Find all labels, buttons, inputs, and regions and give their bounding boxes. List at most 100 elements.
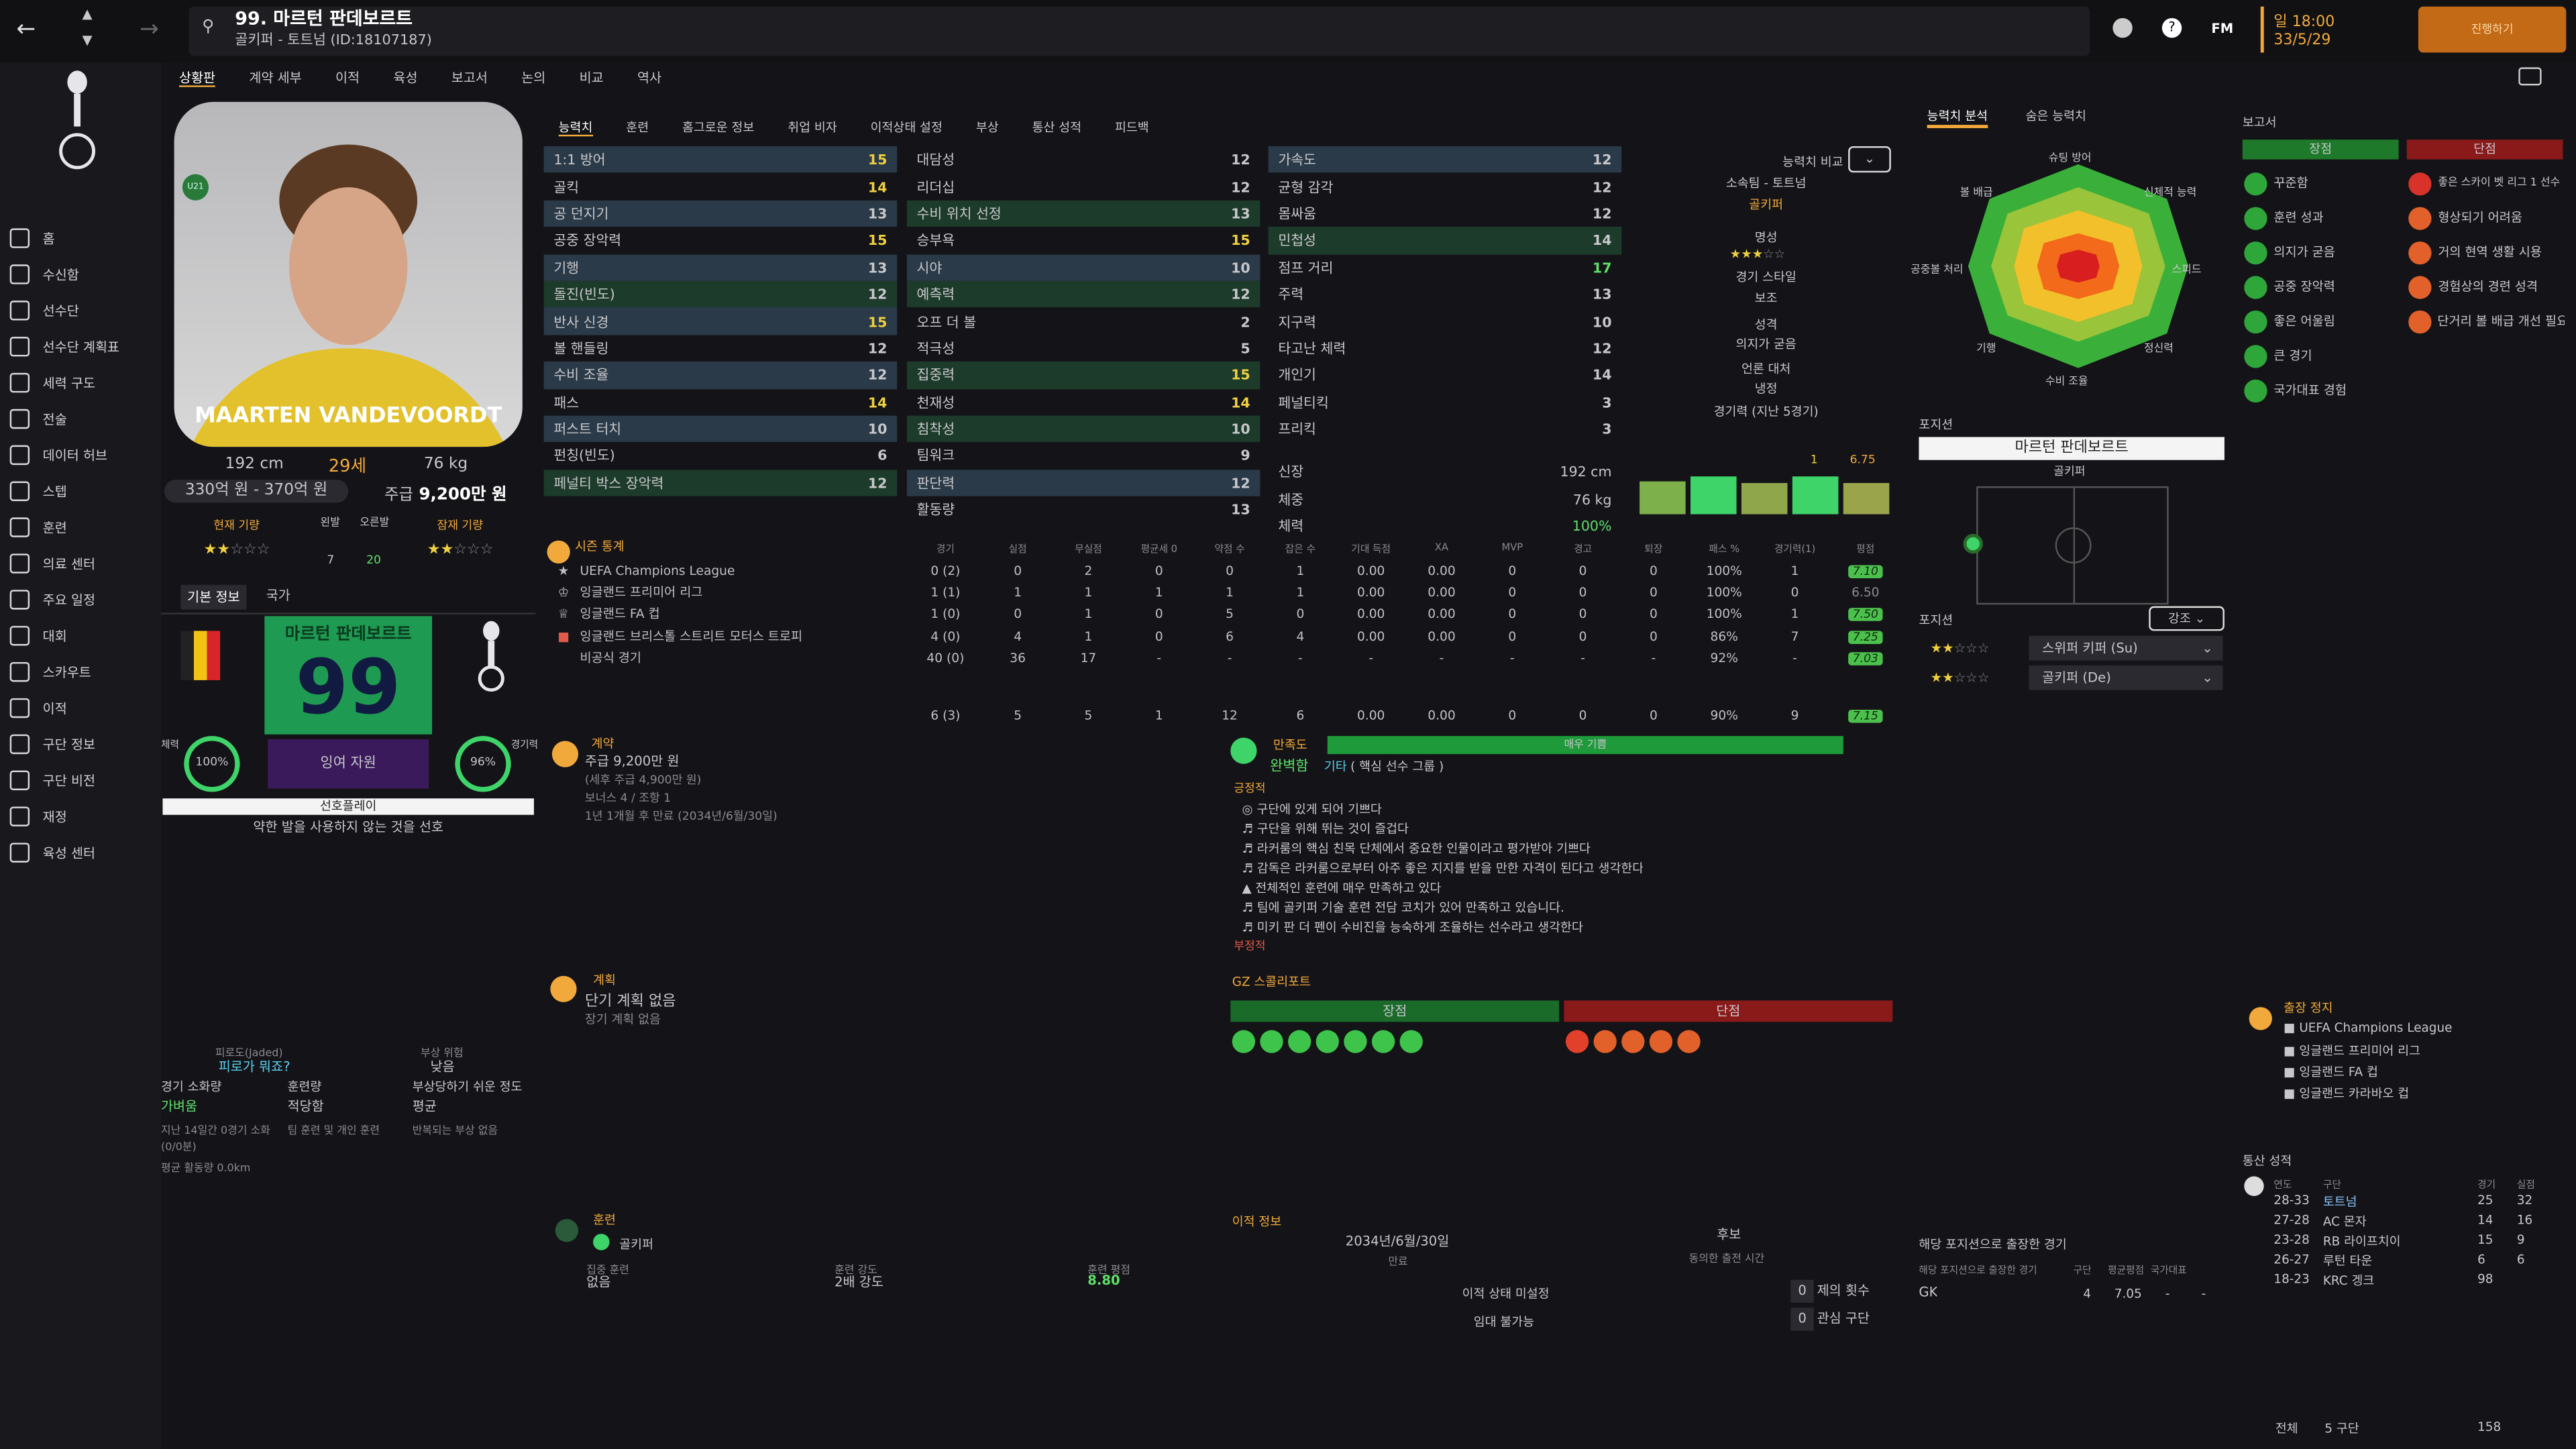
nav-training[interactable]: 훈련 (0, 509, 161, 545)
flame-icon[interactable] (1649, 1030, 1673, 1053)
con-item[interactable]: 좋은 스카이 벳 리그 1 선수 (2408, 166, 2565, 200)
tab-career[interactable]: 통산 성적 (1032, 119, 1082, 135)
help-icon[interactable]: ? (2161, 17, 2182, 38)
nav-dynamics[interactable]: 세력 구도 (0, 365, 161, 401)
determination-icon[interactable] (1288, 1030, 1311, 1053)
pro-item[interactable]: 의지가 굳음 (2244, 235, 2400, 269)
tab-hidden-attributes[interactable]: 숨은 능력치 (2025, 108, 2086, 123)
pro-item[interactable]: 훈련 성과 (2244, 201, 2400, 235)
subtab-transfer[interactable]: 이적 (335, 70, 360, 86)
skull-icon[interactable] (2112, 17, 2133, 38)
big-match-icon[interactable] (1371, 1030, 1395, 1053)
continue-button[interactable]: 진행하기 (2418, 6, 2567, 53)
view-toggle-icon[interactable] (2518, 67, 2542, 86)
suspension-item: ■ 잉글랜드 프리미어 리그 (2284, 1043, 2421, 1059)
emphasis-button[interactable]: 강조 ⌄ (2149, 606, 2224, 631)
role-1-select[interactable]: 스위퍼 키퍼 (Su) ⌄ (2029, 635, 2223, 661)
season-row[interactable]: 비공식 경기 40 (0) 36 17- - - - - - - -92% -7.03 (547, 647, 1898, 669)
training-icon[interactable] (1260, 1030, 1283, 1053)
aerial-icon[interactable] (1316, 1030, 1339, 1053)
nav-inbox[interactable]: 수신함 (0, 256, 161, 292)
season-row[interactable]: ■ 잉글랜드 브리스톨 스트리트 모터스 트로피 4 (0) 4 1 0 6 4 0.00 0.0… (547, 625, 1898, 647)
consistency-icon[interactable] (1232, 1030, 1256, 1053)
con-item[interactable]: 거의 현역 생활 시용 (2408, 235, 2565, 269)
tab-attributes[interactable]: 능력치 (558, 119, 593, 137)
tab-transfer-status[interactable]: 이적상태 설정 (870, 119, 943, 135)
nav-club-vision[interactable]: 구단 비전 (0, 762, 161, 798)
tab-work-permit[interactable]: 취업 비자 (788, 119, 837, 135)
pin-icon[interactable] (1621, 1030, 1645, 1053)
contract-title[interactable]: 계약 (591, 736, 614, 751)
trend-icon[interactable] (1593, 1030, 1617, 1053)
pro-item[interactable]: 공중 장악력 (2244, 270, 2400, 304)
nav-transfers[interactable]: 이적 (0, 690, 161, 727)
star-icon[interactable] (1565, 1030, 1589, 1053)
subtab-development[interactable]: 육성 (393, 70, 418, 86)
spurs-crest (473, 618, 509, 694)
nav-scouting[interactable]: 스카우트 (0, 654, 161, 690)
back-button[interactable]: ← (16, 16, 36, 43)
subtab-overview[interactable]: 상황판 (178, 70, 216, 87)
nav-competitions[interactable]: 대회 (0, 618, 161, 654)
forward-button[interactable]: → (140, 16, 159, 43)
tab-nation[interactable]: 국가 (266, 588, 290, 603)
tab-feedback[interactable]: 피드백 (1114, 119, 1149, 135)
plan-title[interactable]: 계획 (593, 972, 616, 987)
nav-squad[interactable]: 선수단 (0, 292, 161, 329)
club-crest[interactable] (52, 69, 101, 174)
career-row[interactable]: 23-28 RB 라이프치이 15 9 (2273, 1232, 2525, 1249)
tab-homegrown[interactable]: 홈그로운 정보 (682, 119, 755, 135)
nav-development[interactable]: 육성 센터 (0, 835, 161, 871)
kick-icon[interactable] (1677, 1030, 1701, 1053)
happiness-title[interactable]: 만족도 (1273, 737, 1307, 753)
social-icon[interactable] (1344, 1030, 1367, 1053)
career-row[interactable]: 26-27 루턴 타운 6 6 (2273, 1252, 2525, 1269)
flag-icon[interactable] (1399, 1030, 1423, 1053)
transfer-info-title[interactable]: 이적 정보 (1232, 1214, 1282, 1229)
con-item[interactable]: 단거리 볼 배급 개선 필요 (2408, 304, 2565, 338)
subtab-contract[interactable]: 계약 세부 (249, 70, 302, 86)
nav-finances[interactable]: 재정 (0, 798, 161, 835)
goalkeeper-dot[interactable] (1963, 533, 1983, 554)
ucl-icon: ★ (557, 562, 570, 578)
tab-basic-info[interactable]: 기본 정보 (180, 584, 247, 610)
season-stats-title[interactable]: 시즌 통계 (575, 539, 625, 554)
nav-squad-planner[interactable]: 선수단 계획표 (0, 329, 161, 365)
tab-training[interactable]: 훈련 (626, 119, 649, 135)
subtab-compare[interactable]: 비교 (579, 70, 604, 86)
pro-item[interactable]: 큰 경기 (2244, 338, 2400, 372)
compare-dropdown[interactable]: ⌄ (1848, 146, 1891, 173)
pro-item[interactable]: 꾸준함 (2244, 166, 2400, 200)
up-arrow-icon[interactable]: ▲ (82, 6, 93, 21)
subtab-discuss[interactable]: 논의 (521, 70, 546, 86)
subtab-history[interactable]: 역사 (637, 70, 662, 86)
nav-tactics[interactable]: 전술 (0, 401, 161, 437)
nav-home[interactable]: 홈 (0, 220, 161, 256)
season-row[interactable]: ♔ 잉글랜드 프리미어 리그 1 (1) 1 1 1 1 1 0.00 0.00 0 0 0 100% 0 6… (547, 581, 1898, 603)
search-bar[interactable] (189, 6, 2090, 56)
career-row[interactable]: 28-33 토트넘 25 32 (2273, 1192, 2533, 1210)
role-2-select[interactable]: 골키퍼 (De) ⌄ (2029, 665, 2223, 690)
nav-staff[interactable]: 스텝 (0, 473, 161, 509)
career-row[interactable]: 27-28 AC 몬자 14 16 (2273, 1212, 2533, 1229)
pro-item[interactable]: 좋은 어울림 (2244, 304, 2400, 338)
con-item[interactable]: 경험상의 경련 성격 (2408, 270, 2565, 304)
season-row[interactable]: ★ UEFA Champions League 0 (2) 0 2 0 0 1 0.00 0.00… (547, 559, 1898, 582)
gz-title[interactable]: GZ 스콜리포트 (1232, 974, 1311, 989)
nav-data-hub[interactable]: 데이터 허브 (0, 437, 161, 473)
tab-attribute-analysis[interactable]: 능력치 분석 (1927, 107, 1988, 129)
pro-item[interactable]: 국가대표 경험 (2244, 373, 2400, 407)
nav-schedule[interactable]: 주요 일정 (0, 582, 161, 618)
down-arrow-icon[interactable]: ▼ (82, 32, 93, 48)
nav-medical[interactable]: 의료 센터 (0, 545, 161, 582)
subtab-reports[interactable]: 보고서 (451, 70, 488, 86)
fm-logo[interactable]: FM (2211, 21, 2234, 36)
nav-club-info[interactable]: 구단 정보 (0, 726, 161, 762)
nav-label: 대회 (42, 628, 67, 643)
career-row[interactable]: 18-23 KRC 겡크 98 (2273, 1271, 2493, 1289)
tab-injury[interactable]: 부상 (975, 119, 999, 135)
con-item[interactable]: 형상되기 어려움 (2408, 201, 2565, 235)
training-title[interactable]: 훈련 (593, 1212, 616, 1228)
happy-item: ♬ 미키 판 더 펜이 수비진을 능숙하게 조율하는 선수라고 생각한다 (1242, 920, 1583, 935)
